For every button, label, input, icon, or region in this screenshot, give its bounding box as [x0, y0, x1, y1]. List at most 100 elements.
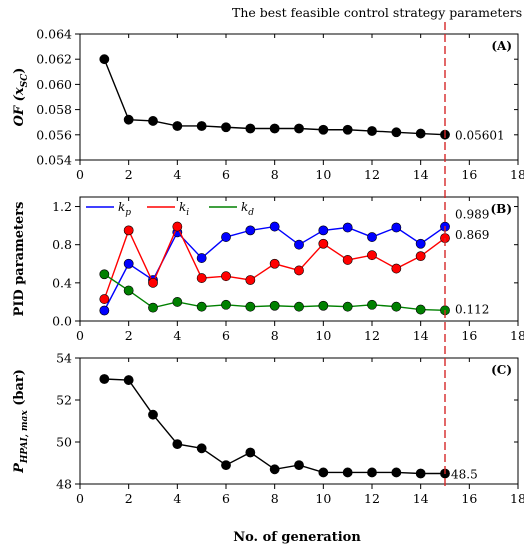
data-point	[367, 299, 377, 310]
data-point	[294, 460, 304, 470]
y-axis-label: PHPAI, max (bar)	[12, 369, 30, 474]
y-tick-label: 0.054	[36, 153, 72, 168]
data-point	[123, 375, 134, 385]
data-point	[269, 300, 280, 311]
x-tick-label: 4	[173, 328, 181, 343]
data-point	[415, 468, 426, 479]
data-point	[318, 124, 329, 135]
data-point	[415, 128, 426, 139]
data-point	[342, 222, 353, 233]
x-tick-label: 10	[315, 167, 331, 182]
y-axis-label-sub: SC	[20, 73, 30, 87]
data-point	[391, 467, 402, 478]
data-point	[294, 239, 304, 250]
y-tick-label: 0.4	[52, 275, 72, 290]
data-point	[294, 301, 304, 312]
y-axis-label-main: OF (x	[12, 87, 27, 126]
data-point	[367, 250, 377, 261]
y-tick-label: 54	[56, 351, 72, 366]
data-point	[294, 123, 304, 134]
data-point	[99, 374, 110, 384]
x-tick-label: 6	[222, 328, 230, 343]
data-point	[221, 271, 231, 282]
y-tick-label: 0.062	[36, 52, 72, 67]
x-tick-label: 6	[222, 167, 230, 182]
data-point	[391, 301, 402, 312]
x-tick-label: 2	[125, 328, 133, 343]
data-point	[196, 443, 207, 454]
legend-entry-name: k	[179, 200, 186, 214]
data-point	[391, 127, 402, 138]
data-point	[342, 124, 353, 135]
data-point	[148, 277, 158, 288]
x-tick-label: 10	[315, 328, 331, 343]
x-tick-label: 6	[222, 491, 230, 506]
value-annotation: 0.112	[455, 302, 489, 316]
data-point	[318, 300, 329, 311]
top-annotation: The best feasible control strategy param…	[232, 5, 522, 20]
y-tick-label: 0.056	[36, 127, 72, 142]
data-point	[318, 467, 329, 478]
data-point	[415, 304, 426, 315]
x-tick-label: 8	[271, 328, 279, 343]
y-tick-label: 48	[56, 477, 72, 492]
data-point	[367, 232, 377, 242]
panel-label: (A)	[491, 39, 512, 53]
data-point	[221, 232, 231, 242]
data-point	[172, 121, 183, 131]
panel-a: 0 2 4 6 8 10 12 14 16 18 0.054 0.056 0.058 0.060 0.062…	[12, 27, 524, 183]
legend-entry: kd	[241, 200, 254, 218]
legend: kp ki kd	[86, 200, 254, 218]
series-line	[104, 378, 445, 475]
x-tick-label: 14	[413, 328, 429, 343]
data-point	[221, 122, 231, 133]
data-point	[123, 258, 134, 269]
data-point	[269, 258, 280, 269]
data-point	[245, 301, 256, 312]
data-point	[269, 464, 280, 475]
data-point	[342, 255, 353, 265]
data-point	[342, 301, 353, 312]
x-tick-label: 14	[413, 167, 429, 182]
legend-entry-name: k	[241, 200, 248, 214]
legend-entry-sub: d	[248, 208, 254, 218]
data-point	[196, 273, 207, 283]
x-tick-label: 12	[364, 167, 380, 182]
data-point	[123, 225, 134, 236]
x-tick-label: 4	[173, 491, 181, 506]
legend-entry-sub: p	[125, 208, 131, 218]
value-annotation: 0.869	[455, 228, 489, 242]
x-tick-label: 12	[364, 491, 380, 506]
y-axis-label-main: P	[12, 462, 27, 474]
y-axis-label-main: PID parameters	[12, 202, 27, 317]
legend-entry-sub: i	[186, 208, 189, 218]
data-point	[99, 305, 110, 316]
x-tick-label: 16	[461, 328, 477, 343]
data-point	[123, 114, 134, 125]
data-point	[318, 238, 329, 249]
y-tick-label: 0.0	[52, 314, 72, 329]
legend-entry-name: k	[118, 200, 125, 214]
panel-a-frame	[79, 33, 519, 161]
x-tick-label: 4	[173, 167, 181, 182]
x-tick-label: 0	[76, 167, 84, 182]
data-point	[391, 222, 402, 233]
data-point	[245, 275, 256, 285]
y-axis-label-sub: HPAI, max	[20, 410, 30, 464]
legend-entry: kp	[118, 200, 131, 218]
x-tick-label: 0	[76, 328, 84, 343]
data-point	[342, 467, 353, 478]
x-tick-label: 18	[510, 491, 524, 506]
legend-entry: ki	[179, 200, 189, 218]
data-point	[148, 302, 158, 313]
x-tick-label: 12	[364, 328, 380, 343]
y-axis-label: OF (xSC)	[12, 68, 30, 127]
data-point	[99, 54, 110, 65]
y-axis-label-close: (bar)	[12, 369, 27, 410]
data-point	[391, 263, 402, 274]
data-point	[269, 221, 280, 232]
data-point	[148, 116, 158, 126]
data-point	[172, 221, 183, 232]
